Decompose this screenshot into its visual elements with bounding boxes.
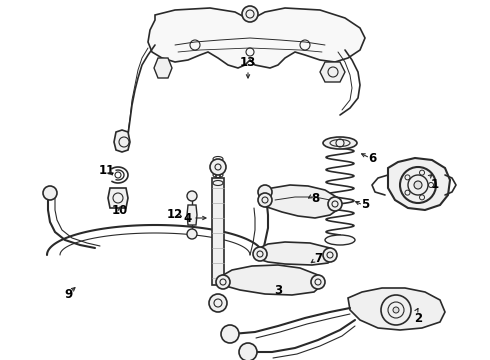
- Polygon shape: [348, 288, 445, 330]
- Text: 10: 10: [112, 203, 128, 216]
- Polygon shape: [218, 265, 322, 295]
- Circle shape: [381, 295, 411, 325]
- Text: 11: 11: [99, 163, 115, 176]
- Text: 8: 8: [311, 192, 319, 204]
- Polygon shape: [388, 158, 450, 210]
- Ellipse shape: [323, 137, 357, 149]
- Circle shape: [216, 275, 230, 289]
- Polygon shape: [148, 8, 365, 68]
- Text: 2: 2: [414, 311, 422, 324]
- Text: 6: 6: [368, 152, 376, 165]
- Circle shape: [242, 6, 258, 22]
- Text: 13: 13: [240, 55, 256, 68]
- Text: 9: 9: [64, 288, 72, 302]
- Circle shape: [400, 167, 436, 203]
- Circle shape: [221, 325, 239, 343]
- Circle shape: [209, 294, 227, 312]
- Polygon shape: [320, 62, 345, 82]
- Polygon shape: [187, 205, 197, 225]
- Text: 4: 4: [184, 211, 192, 225]
- Polygon shape: [260, 185, 340, 218]
- Text: 3: 3: [274, 284, 282, 297]
- Circle shape: [328, 197, 342, 211]
- Circle shape: [258, 185, 272, 199]
- Circle shape: [311, 275, 325, 289]
- Text: 1: 1: [431, 179, 439, 192]
- Polygon shape: [114, 130, 130, 152]
- Circle shape: [414, 181, 422, 189]
- Polygon shape: [108, 188, 128, 208]
- Circle shape: [253, 247, 267, 261]
- Circle shape: [210, 159, 226, 175]
- Text: 7: 7: [314, 252, 322, 265]
- Circle shape: [239, 343, 257, 360]
- Ellipse shape: [325, 235, 355, 245]
- Circle shape: [258, 193, 272, 207]
- Circle shape: [323, 248, 337, 262]
- Circle shape: [43, 186, 57, 200]
- Circle shape: [187, 229, 197, 239]
- Text: 5: 5: [361, 198, 369, 211]
- Circle shape: [187, 191, 197, 201]
- Polygon shape: [154, 58, 172, 78]
- Text: 12: 12: [167, 208, 183, 221]
- Circle shape: [393, 307, 399, 313]
- Polygon shape: [212, 178, 224, 285]
- Polygon shape: [255, 242, 335, 265]
